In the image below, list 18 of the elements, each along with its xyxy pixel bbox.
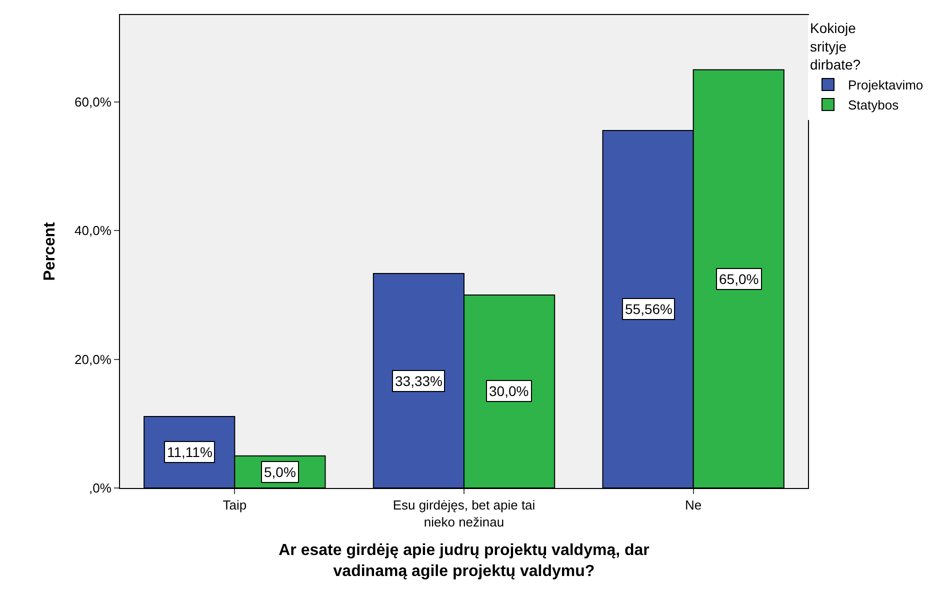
y-axis-title: Percent <box>41 221 58 281</box>
data-label: 5,0% <box>264 464 296 480</box>
data-label: 55,56% <box>625 301 672 317</box>
x-tick-label: Esu girdėjęs, bet apie tai nieko nežinau <box>392 498 536 530</box>
data-label: 33,33% <box>395 373 442 389</box>
legend-label: Statybos <box>848 98 900 113</box>
data-label: 30,0% <box>489 383 529 399</box>
y-tick-label: 60,0% <box>74 94 112 110</box>
x-tick-label: Ne <box>685 498 702 513</box>
x-tick-label: Taip <box>222 498 247 513</box>
x-axis-title: Ar esate girdėję apie judrų projektų valdymą, dar vadinamą agile projektų valdymu? <box>278 542 650 580</box>
legend-title: Kokioje srityje dirbate? <box>810 20 861 73</box>
y-tick-label: ,0% <box>88 480 112 496</box>
data-label: 65,0% <box>719 271 759 287</box>
y-tick-label: 20,0% <box>74 352 112 367</box>
y-tick-label: 40,0% <box>74 223 112 238</box>
data-label: 11,11% <box>167 444 212 460</box>
legend-label: Projektavimo <box>848 78 924 93</box>
